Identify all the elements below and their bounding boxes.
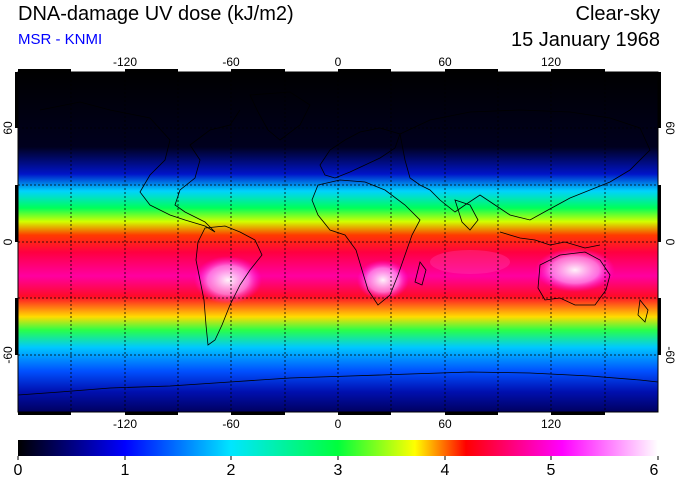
lon-top-tick: -120 [113,55,137,69]
hotspot-australia [535,248,615,292]
date-label: 15 January 1968 [510,29,660,51]
colorbar-label: 3 [334,462,343,479]
data-source-label: MSR - KNMI [18,31,103,48]
frame-ticks [15,69,661,415]
colorbar-label: 1 [121,462,130,479]
lon-bottom-tick: 0 [335,417,342,431]
lat-left-tick: 0 [1,238,15,245]
colorbar-label: 6 [650,462,659,479]
hotspot-indian-ocean [430,250,510,274]
coast-asia [399,109,651,221]
lat-right-tick: 0 [663,239,677,246]
lon-top-tick: 0 [335,55,342,69]
graticule [18,72,658,412]
coast-indonesia [499,231,601,249]
colorbar-label: 4 [441,462,450,479]
coast-madagascar [414,261,427,286]
hotspot-south-america [194,256,262,304]
lon-top-tick: -60 [222,55,240,69]
lat-right-tick: 60 [663,121,677,135]
lat-right-tick: -60 [663,346,677,364]
coast-india [454,199,479,231]
colorbar-label: 2 [227,462,236,479]
coast-africa [311,179,421,306]
coast-new-zealand [637,299,649,323]
sky-condition-label: Clear-sky [575,3,660,25]
coast-greenland [249,91,311,141]
lon-bottom-tick: 60 [438,417,452,431]
coast-south-america [195,225,263,346]
colorbar [18,440,658,456]
lon-top-tick: 60 [438,55,452,69]
coast-europe [319,127,401,179]
colorbar-ticks [17,456,659,460]
lon-top-tick: 120 [541,55,561,69]
coast-antarctica [18,371,658,396]
map-title: DNA-damage UV dose (kJ/m2) [18,3,294,25]
lon-bottom-tick: -60 [222,417,240,431]
colorbar-label: 0 [14,462,23,479]
hotspot-southern-africa [357,260,409,300]
lon-bottom-tick: -120 [113,417,137,431]
lon-bottom-tick: 120 [541,417,561,431]
lat-left-tick: -60 [1,346,15,364]
colorbar-label: 5 [547,462,556,479]
lat-left-tick: 60 [1,121,15,135]
coast-north-america [39,101,241,233]
